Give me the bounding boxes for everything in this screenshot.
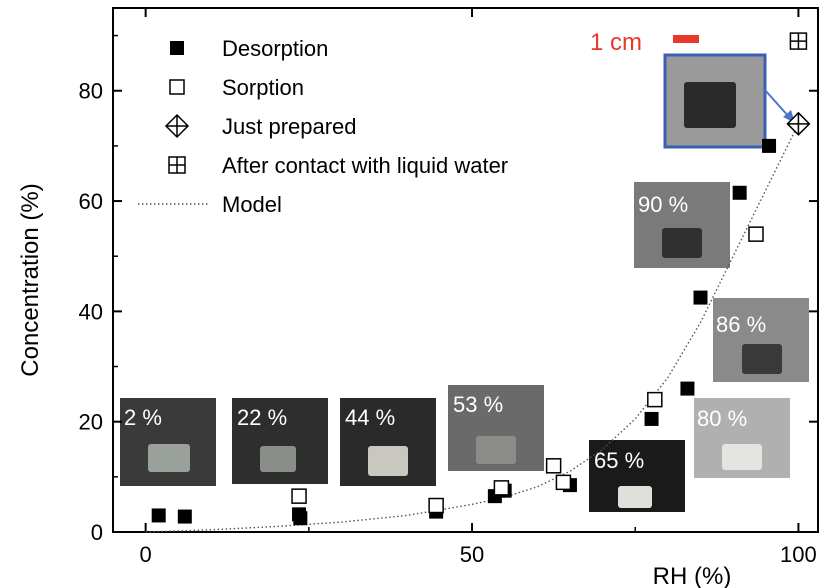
sorption-point — [748, 226, 764, 242]
photo-90pct: 90 % — [634, 182, 730, 268]
after-contact-with-liquid-water-point — [789, 32, 808, 50]
photo-arrow-line — [764, 89, 791, 119]
just-prepared-point — [786, 111, 811, 136]
desorption-point — [762, 138, 777, 153]
photo-22pct-label: 22 % — [237, 405, 287, 430]
photo-44pct: 44 % — [340, 398, 436, 486]
photo-2pct-sample — [148, 444, 190, 472]
photo-80pct: 80 % — [694, 398, 790, 478]
axes: 0 50 100 0 20 40 60 80 — [79, 7, 819, 567]
legend-sorption-marker — [169, 79, 185, 95]
desorption-point — [680, 381, 695, 396]
desorption-point — [732, 185, 747, 200]
desorption-point — [644, 411, 659, 426]
sorption-point — [493, 480, 510, 496]
x-tick-label: 100 — [780, 542, 817, 567]
legend-desorption-marker — [170, 41, 184, 55]
photo-86pct-sample — [742, 344, 782, 374]
model-curve — [145, 123, 800, 533]
sorption-point — [545, 458, 562, 474]
photo-53pct-sample — [476, 436, 516, 464]
legend-desorption-label: Desorption — [222, 36, 328, 61]
scale-bar-mark — [673, 35, 699, 43]
sorption-point — [555, 474, 572, 491]
y-tick-label: 80 — [79, 79, 103, 104]
photo-65pct-label: 65 % — [594, 448, 644, 473]
x-tick-label: 0 — [140, 542, 152, 567]
sorption-point — [647, 391, 663, 408]
legend-after-contact-with-liquid-water-label: After contact with liquid water — [222, 153, 508, 178]
legend-sorption-label: Sorption — [222, 75, 304, 100]
photo-44pct-sample — [368, 446, 408, 476]
x-axis-title: RH (%) — [653, 563, 732, 588]
y-tick-label: 0 — [91, 520, 103, 545]
photo-65pct-sample — [618, 486, 652, 508]
legend: Desorption Sorption Just prepared After con… — [138, 36, 508, 217]
legend-just-prepared-marker — [164, 113, 190, 139]
desorption-point — [177, 509, 192, 524]
model-line — [145, 123, 800, 533]
photo-80pct-label: 80 % — [697, 406, 747, 431]
photo-65pct: 65 % — [589, 440, 685, 512]
photo-86pct-label: 86 % — [716, 312, 766, 337]
desorption-point — [693, 290, 708, 305]
photo-53pct: 53 % — [448, 385, 544, 471]
photo-just-prepared-frame — [663, 53, 767, 149]
photo-insets: 2 % 22 % 44 % 53 % 65 % 80 % — [120, 53, 809, 512]
photo-86pct: 86 % — [713, 298, 809, 382]
y-tick-label: 60 — [79, 189, 103, 214]
photo-just-prepared-sample — [684, 82, 736, 128]
photo-90pct-sample — [662, 228, 702, 258]
photo-44pct-label: 44 % — [345, 405, 395, 430]
scale-bar-label: 1 cm — [590, 29, 642, 56]
photo-90pct-label: 90 % — [638, 192, 688, 217]
photo-just-prepared — [663, 53, 767, 149]
legend-after-contact-with-liquid-water-marker — [168, 156, 186, 174]
y-tick-label: 20 — [79, 410, 103, 435]
photo-22pct: 22 % — [232, 398, 328, 484]
x-tick-label: 50 — [460, 542, 484, 567]
legend-just-prepared-label: Just prepared — [222, 114, 357, 139]
y-axis-title: Concentration (%) — [17, 183, 44, 376]
data-markers — [151, 32, 811, 526]
y-tick-label: 40 — [79, 299, 103, 324]
plot-frame — [112, 7, 819, 533]
desorption-point — [293, 511, 308, 526]
photo-2pct-label: 2 % — [124, 405, 162, 430]
sorption-point — [428, 497, 444, 514]
sorption-point — [291, 488, 307, 504]
photo-22pct-sample — [260, 446, 296, 472]
scale-bar: 1 cm — [590, 29, 699, 56]
photo-80pct-sample — [722, 444, 762, 470]
legend-model-label: Model — [222, 192, 282, 217]
photo-2pct: 2 % — [120, 398, 216, 486]
photo-53pct-label: 53 % — [453, 392, 503, 417]
desorption-point — [151, 508, 166, 523]
